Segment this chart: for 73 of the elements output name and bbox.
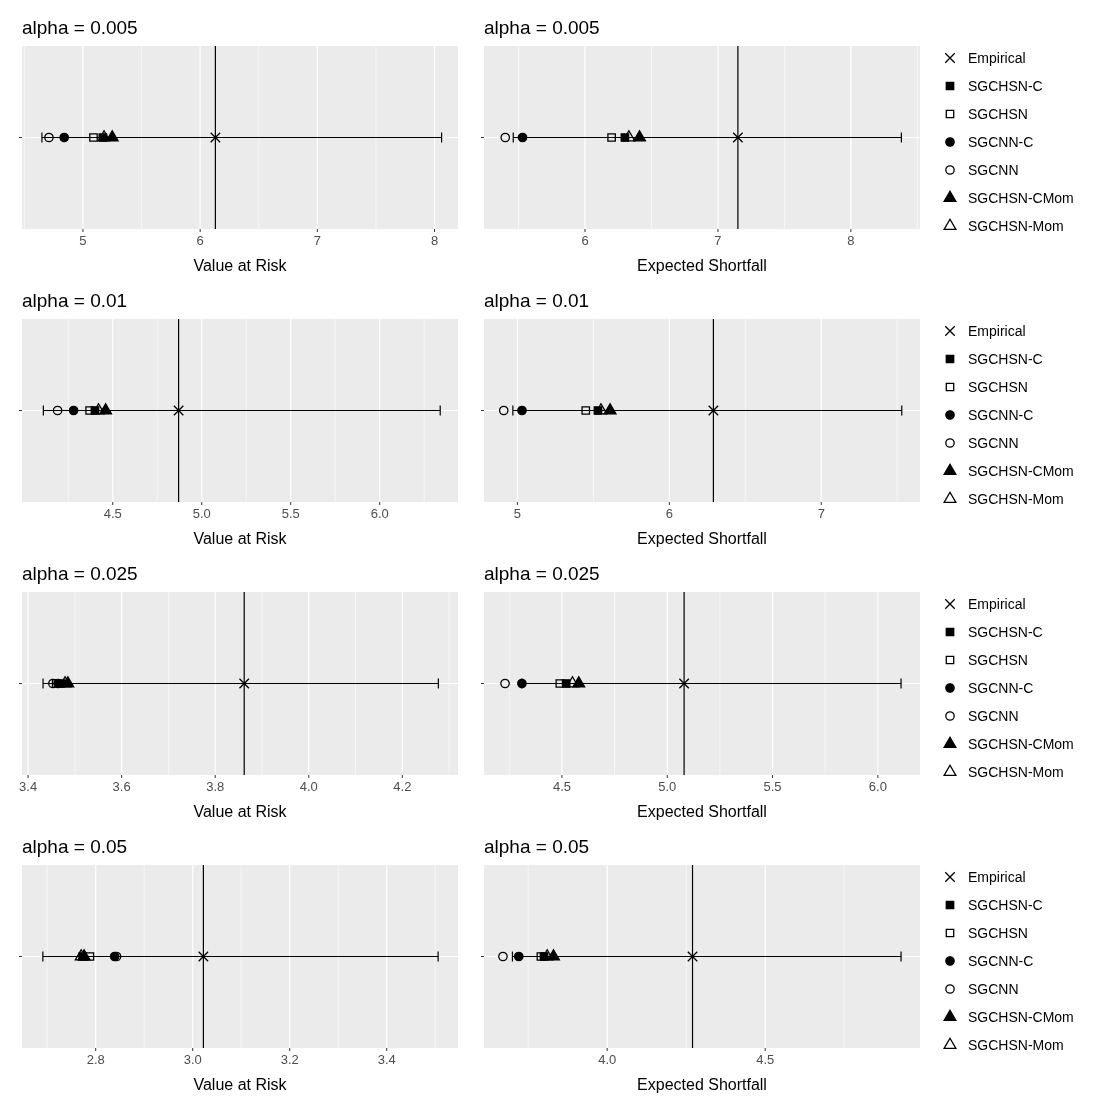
x-tick-label: 4.2 bbox=[393, 779, 412, 794]
x-tick-label: 3.4 bbox=[19, 779, 38, 794]
x-axis-title: Value at Risk bbox=[193, 257, 288, 274]
x-tick-label: 4.5 bbox=[103, 506, 122, 521]
chart-title: alpha = 0.005 bbox=[22, 17, 138, 38]
x-tick-label: 5.0 bbox=[192, 506, 211, 521]
legend-label: SGCHSN-Mom bbox=[968, 217, 1064, 234]
legend-label: SGCHSN bbox=[968, 651, 1028, 668]
x-tick-label: 5 bbox=[79, 233, 87, 248]
legend-label: SGCHSN-CMom bbox=[968, 189, 1074, 206]
legend-label: SGCHSN bbox=[968, 378, 1028, 395]
x-tick-label: 6 bbox=[581, 233, 589, 248]
x-axis-title: Expected Shortfall bbox=[637, 257, 767, 274]
legend-label: Empirical bbox=[968, 868, 1026, 885]
x-tick-label: 3.6 bbox=[112, 779, 131, 794]
legend-label: SGCHSN-Mom bbox=[968, 490, 1064, 507]
x-tick-label: 2.8 bbox=[86, 1052, 105, 1067]
chart-title: alpha = 0.025 bbox=[484, 563, 600, 584]
legend-label: SGCHSN-C bbox=[968, 623, 1043, 640]
legend-label: SGCHSN-C bbox=[968, 896, 1043, 913]
x-axis-title: Value at Risk bbox=[193, 530, 288, 547]
chart-title: alpha = 0.025 bbox=[22, 563, 138, 584]
x-axis-title: Expected Shortfall bbox=[637, 530, 767, 547]
legend-label: SGCNN bbox=[968, 707, 1019, 724]
x-tick-label: 7 bbox=[313, 233, 321, 248]
x-tick-label: 7 bbox=[817, 506, 825, 521]
x-tick-label: 6.0 bbox=[370, 506, 389, 521]
legend-label: SGCNN-C bbox=[968, 952, 1034, 969]
legend-label: SGCHSN-C bbox=[968, 77, 1043, 94]
legend-label: SGCHSN bbox=[968, 924, 1028, 941]
x-axis-title: Value at Risk bbox=[193, 803, 288, 820]
legend-label: SGCHSN bbox=[968, 105, 1028, 122]
x-axis-title: Expected Shortfall bbox=[637, 1076, 767, 1093]
x-tick-label: 4.5 bbox=[756, 1052, 775, 1067]
x-axis-title: Value at Risk bbox=[193, 1076, 288, 1093]
x-tick-label: 6 bbox=[665, 506, 673, 521]
x-tick-label: 3.0 bbox=[183, 1052, 202, 1067]
legend-label: Empirical bbox=[968, 49, 1026, 66]
legend-label: SGCHSN-C bbox=[968, 350, 1043, 367]
legend-label: SGCNN-C bbox=[968, 679, 1034, 696]
legend-label: SGCNN bbox=[968, 434, 1019, 451]
x-tick-label: 6.0 bbox=[868, 779, 887, 794]
x-tick-label: 3.4 bbox=[377, 1052, 396, 1067]
legend-label: SGCHSN-Mom bbox=[968, 1036, 1064, 1053]
x-tick-label: 6 bbox=[196, 233, 204, 248]
x-tick-label: 3.8 bbox=[206, 779, 225, 794]
legend-label: SGCHSN-CMom bbox=[968, 462, 1074, 479]
x-tick-label: 4.0 bbox=[299, 779, 318, 794]
x-tick-label: 5.0 bbox=[658, 779, 677, 794]
chart-title: alpha = 0.005 bbox=[484, 17, 600, 38]
legend-label: SGCHSN-CMom bbox=[968, 735, 1074, 752]
legend-label: SGCHSN-Mom bbox=[968, 763, 1064, 780]
x-tick-label: 5.5 bbox=[281, 506, 300, 521]
x-tick-label: 8 bbox=[430, 233, 439, 248]
legend-label: SGCNN-C bbox=[968, 133, 1034, 150]
chart-title: alpha = 0.01 bbox=[22, 290, 128, 311]
chart-title: alpha = 0.05 bbox=[22, 836, 128, 857]
x-tick-label: 3.2 bbox=[280, 1052, 299, 1067]
x-tick-label: 4.0 bbox=[598, 1052, 617, 1067]
x-axis-title: Expected Shortfall bbox=[637, 803, 767, 820]
legend-label: SGCNN-C bbox=[968, 406, 1034, 423]
x-tick-label: 5 bbox=[513, 506, 522, 521]
legend-label: Empirical bbox=[968, 322, 1026, 339]
chart-title: alpha = 0.05 bbox=[484, 836, 590, 857]
legend-label: SGCNN bbox=[968, 161, 1019, 178]
legend-label: SGCHSN-CMom bbox=[968, 1008, 1074, 1025]
x-tick-label: 8 bbox=[847, 233, 855, 248]
x-tick-label: 5.5 bbox=[763, 779, 782, 794]
chart-title: alpha = 0.01 bbox=[484, 290, 590, 311]
legend-label: SGCNN bbox=[968, 980, 1019, 997]
x-tick-label: 4.5 bbox=[552, 779, 571, 794]
legend-label: Empirical bbox=[968, 595, 1026, 612]
x-tick-label: 7 bbox=[714, 233, 722, 248]
